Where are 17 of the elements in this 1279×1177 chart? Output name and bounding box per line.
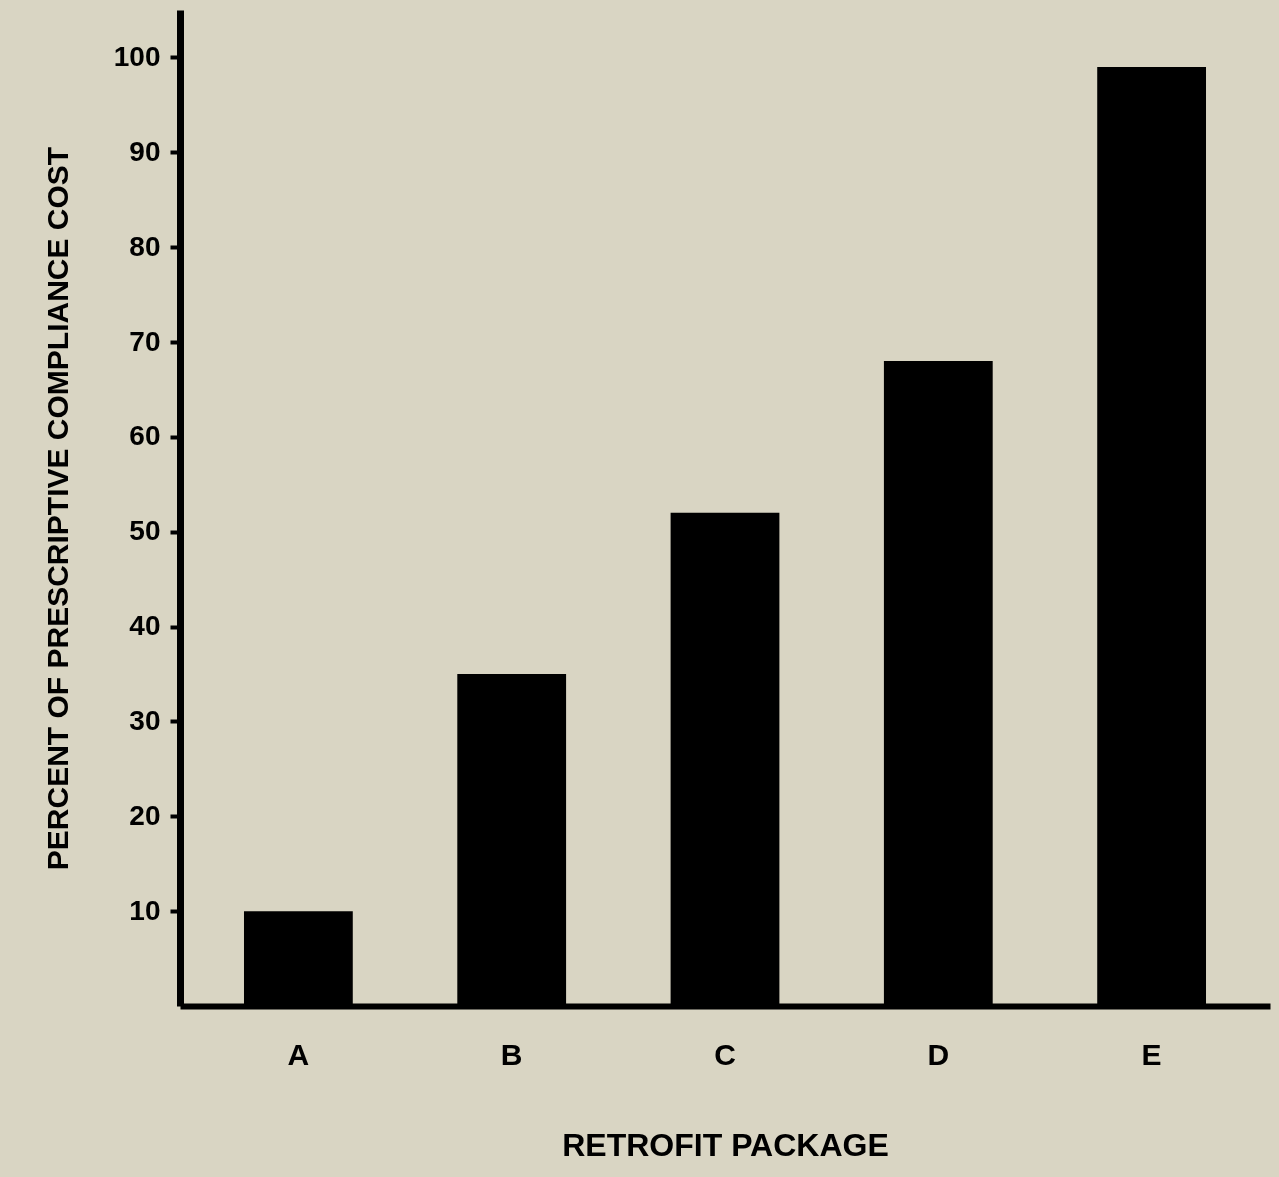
y-tick-label: 60 [129, 420, 161, 452]
y-tick-label: 100 [113, 40, 161, 72]
y-tick-label: 40 [129, 610, 161, 642]
x-tick-label: C [714, 1037, 736, 1071]
y-tick-label: 80 [129, 230, 161, 262]
y-tick-label: 50 [129, 515, 161, 547]
y-tick-label: 90 [129, 135, 161, 167]
y-tick-label: 20 [129, 799, 161, 831]
x-tick-label: A [287, 1037, 310, 1071]
x-axis-title: RETROFIT PACKAGE [562, 1126, 889, 1163]
x-tick-label: B [500, 1037, 523, 1071]
y-tick-label: 30 [129, 704, 161, 736]
y-axis-title: PERCENT OF PRESCRIPTIVE COMPLIANCE COST [40, 146, 74, 871]
y-tick-label: 70 [129, 325, 161, 357]
x-tick-label: D [927, 1037, 950, 1071]
x-tick-label: E [1141, 1037, 1162, 1071]
y-tick-label: 10 [129, 894, 161, 926]
